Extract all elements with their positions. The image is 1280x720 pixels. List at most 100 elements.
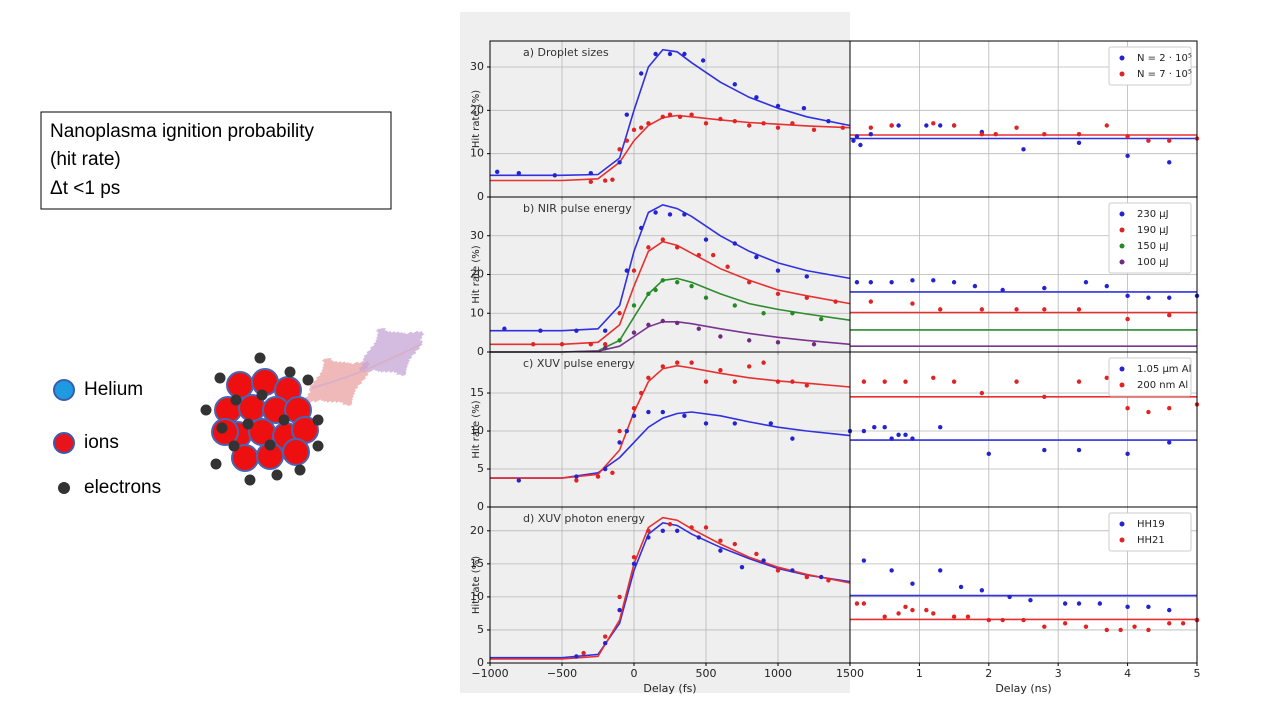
data-point — [861, 379, 867, 384]
cluster-illustration — [200, 328, 424, 486]
data-point — [819, 316, 824, 322]
electron — [214, 372, 226, 384]
data-point — [617, 594, 622, 600]
data-point — [761, 311, 766, 316]
data-point — [761, 360, 766, 365]
data-point — [851, 138, 856, 143]
data-point — [804, 574, 809, 580]
data-point — [958, 584, 964, 590]
y-tick-label: 20 — [470, 268, 484, 281]
electron — [312, 440, 324, 452]
data-point — [718, 334, 723, 339]
data-point — [646, 291, 651, 297]
data-point — [696, 535, 701, 540]
legend-label: 150 µJ — [1137, 241, 1169, 252]
data-point — [516, 478, 521, 483]
data-point — [667, 212, 673, 217]
data-point — [1076, 307, 1082, 312]
legend-label: HH21 — [1137, 535, 1165, 546]
electron — [242, 418, 254, 430]
data-point — [574, 328, 579, 333]
data-point — [861, 428, 867, 434]
y-tick-label: 10 — [470, 147, 484, 160]
data-point — [931, 375, 936, 381]
data-point — [603, 345, 608, 351]
y-tick-label: 20 — [470, 103, 484, 116]
data-point — [938, 568, 943, 573]
data-point — [854, 280, 860, 285]
legend-box — [1108, 357, 1192, 397]
legend-box — [1108, 512, 1192, 552]
data-point — [1076, 140, 1082, 146]
y-axis-label: Hit rate (%) — [471, 400, 482, 458]
data-point — [775, 268, 781, 273]
data-point — [675, 360, 680, 365]
data-point — [1167, 607, 1172, 613]
data-point — [951, 123, 957, 128]
data-point — [754, 95, 759, 100]
y-tick-label: 5 — [477, 623, 484, 636]
legend-marker — [1119, 382, 1125, 388]
data-point — [761, 558, 766, 563]
data-point — [882, 379, 887, 384]
data-point — [910, 278, 915, 283]
data-point — [1167, 138, 1172, 143]
data-point — [617, 311, 622, 316]
data-point — [631, 413, 637, 419]
data-point — [624, 268, 629, 273]
x-axis-label: Delay (fs) — [643, 682, 696, 695]
data-point — [610, 177, 615, 182]
data-point — [1167, 295, 1172, 300]
data-point — [811, 127, 817, 133]
data-point — [1146, 138, 1151, 143]
data-point — [646, 528, 651, 533]
data-point — [682, 413, 687, 419]
data-point — [646, 121, 651, 126]
data-point — [653, 51, 658, 57]
data-point — [965, 614, 971, 619]
electron — [254, 352, 266, 364]
data-point — [896, 611, 901, 616]
data-point — [603, 342, 608, 347]
data-point — [1021, 617, 1026, 623]
data-point — [617, 428, 622, 434]
x-tick-label: 1000 — [764, 667, 792, 680]
legend-marker — [1119, 259, 1125, 265]
data-point — [595, 474, 601, 479]
data-point — [979, 131, 985, 137]
data-point — [703, 121, 709, 126]
data-point — [639, 71, 644, 76]
data-point — [790, 311, 795, 316]
data-point — [804, 295, 809, 300]
legend-marker — [1119, 211, 1125, 217]
data-point — [1167, 440, 1172, 445]
data-point — [1042, 624, 1047, 629]
data-point — [861, 601, 867, 606]
electron — [294, 464, 306, 476]
data-point — [667, 521, 673, 527]
legend-label: 100 µJ — [1137, 257, 1169, 268]
data-point — [1167, 406, 1172, 411]
data-point — [574, 474, 579, 479]
data-point — [1097, 601, 1103, 606]
data-point — [660, 528, 665, 533]
y-tick-label: 20 — [470, 524, 484, 537]
electron — [216, 422, 228, 434]
data-point — [790, 121, 795, 126]
data-point — [801, 105, 807, 111]
data-point — [718, 548, 723, 553]
data-point — [703, 237, 709, 242]
data-point — [951, 280, 957, 285]
data-point — [646, 535, 651, 540]
y-tick-label: 0 — [477, 190, 484, 203]
data-point — [552, 173, 557, 178]
data-point — [667, 51, 673, 57]
data-point — [854, 601, 860, 606]
data-point — [639, 225, 644, 231]
data-point — [951, 614, 957, 619]
data-point — [574, 654, 579, 659]
data-point — [938, 425, 943, 430]
